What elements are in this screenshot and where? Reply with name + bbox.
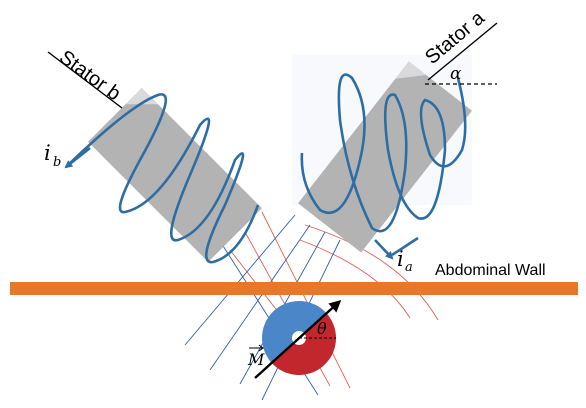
current-b-label: i b	[44, 141, 61, 170]
field-line-red	[261, 211, 351, 389]
stator-b: Stator b	[47, 46, 262, 264]
stator-a: Stator a α	[292, 6, 498, 260]
stator-a-coil	[300, 73, 467, 233]
current-a-subscript: a	[405, 260, 413, 275]
alpha-label: α	[450, 64, 462, 84]
current-a-arrow	[374, 239, 394, 260]
stator-b-label: Stator b	[55, 46, 125, 105]
vector-arrowhead	[258, 344, 264, 352]
magnet-moment-label: M	[247, 350, 265, 369]
magnet-south-half	[270, 314, 336, 375]
field-line-blue	[209, 224, 311, 371]
field-line-blue	[184, 214, 296, 346]
current-a-symbol: i	[397, 247, 404, 271]
stator-b-leader-line	[47, 51, 123, 109]
theta-label: θ	[317, 319, 327, 338]
current-b-arrow	[64, 146, 91, 169]
stator-b-coil	[65, 93, 260, 264]
stator-a-leader-line	[427, 22, 498, 81]
magnet-north-half	[262, 301, 328, 362]
stator-b-bevel	[125, 88, 159, 105]
current-a-lead	[391, 236, 419, 257]
abdominal-wall	[10, 282, 578, 295]
abdominal-wall-label: Abdominal Wall	[435, 262, 546, 279]
stator-a-bevel	[395, 61, 427, 79]
field-line-red	[304, 224, 439, 321]
current-b-symbol: i	[44, 141, 51, 165]
current-b-subscript: b	[53, 155, 61, 170]
current-a-label: i a	[397, 247, 413, 275]
magnet-moment-arrow	[254, 299, 342, 379]
magnet: θ M	[247, 299, 342, 379]
